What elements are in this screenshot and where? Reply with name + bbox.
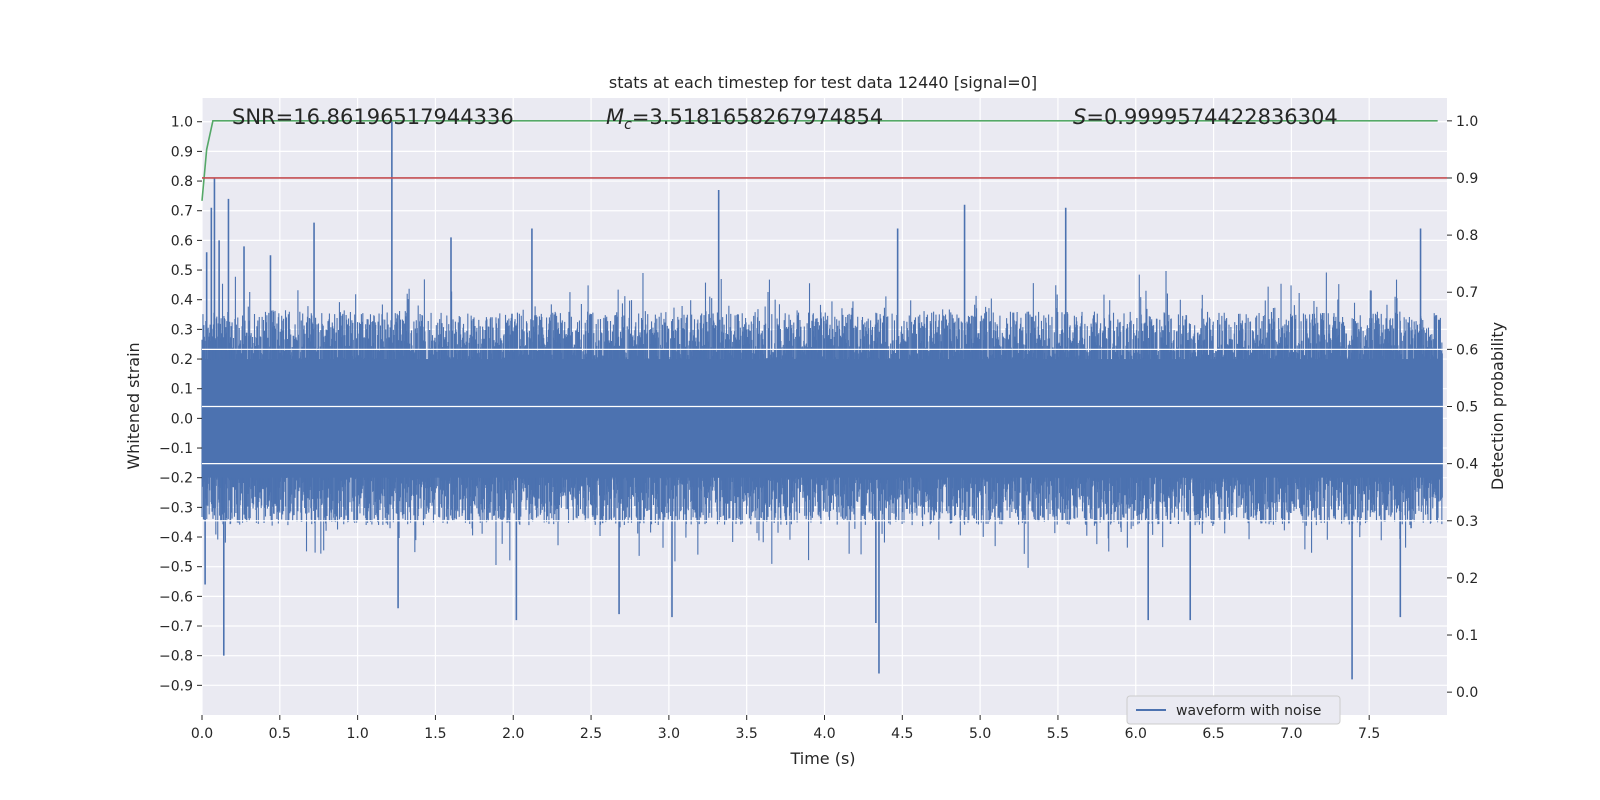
y-tick-label: −0.4: [159, 530, 193, 546]
x-tick-label: 1.0: [346, 726, 368, 742]
legend-label-waveform: waveform with noise: [1176, 703, 1321, 719]
y-tick-label: −0.7: [159, 619, 193, 635]
y-tick-label: 0.6: [171, 233, 193, 249]
y2-tick-label: 0.6: [1456, 342, 1478, 358]
y2-tick-label: 0.4: [1456, 457, 1478, 473]
y-tick-label: −0.8: [159, 649, 193, 665]
probability-line: [201, 120, 1438, 201]
y2-tick-label: 0.1: [1456, 628, 1478, 644]
y-tick-label: 0.4: [171, 293, 193, 309]
y-axis-label: Whitened strain: [124, 342, 143, 469]
y2-tick-label: 0.5: [1456, 400, 1478, 416]
x-tick-label: 3.5: [736, 726, 758, 742]
y2-tick-label: 0.7: [1456, 285, 1478, 301]
y-tick-label: −0.2: [159, 471, 193, 487]
x-tick-label: 6.5: [1202, 726, 1224, 742]
y-tick-label: 0.7: [171, 204, 193, 220]
y-tick-label: 0.2: [171, 352, 193, 368]
x-tick-label: 7.5: [1358, 726, 1380, 742]
x-tick-label: 5.5: [1047, 726, 1069, 742]
chirp-mass-annotation: Mc=3.5181658267974854: [606, 105, 883, 133]
chart-title: stats at each timestep for test data 124…: [609, 73, 1037, 92]
x-tick-label: 3.0: [658, 726, 680, 742]
significance-value: =0.9999574422836304: [1086, 105, 1337, 129]
x-tick-label: 0.0: [191, 726, 213, 742]
y2-tick-label: 0.2: [1456, 571, 1478, 587]
x-tick-label: 7.0: [1280, 726, 1302, 742]
y-tick-label: −0.1: [159, 441, 193, 457]
y2-tick-label: 0.3: [1456, 514, 1478, 530]
y-tick-label: 0.9: [171, 144, 193, 160]
chirp-mass-symbol: M: [606, 105, 624, 129]
y-tick-label: −0.6: [159, 589, 193, 605]
significance-symbol: S: [1073, 105, 1086, 129]
y-tick-label: −0.9: [159, 678, 193, 694]
x-tick-label: 6.0: [1125, 726, 1147, 742]
legend-box: [1126, 695, 1341, 725]
waveform-band: [202, 359, 1443, 478]
snr-annotation: SNR=16.86196517944336: [232, 105, 514, 129]
y-tick-label: 0.1: [171, 382, 193, 398]
x-tick-label: 0.5: [269, 726, 291, 742]
x-tick-label: 5.0: [969, 726, 991, 742]
y2-tick-label: 0.0: [1456, 685, 1478, 701]
x-axis-label: Time (s): [789, 749, 855, 768]
chirp-mass-subscript: c: [624, 117, 632, 133]
y-tick-label: 1.0: [171, 115, 193, 131]
y-tick-label: −0.3: [159, 500, 193, 516]
x-tick-label: 4.5: [891, 726, 913, 742]
significance-annotation: S=0.9999574422836304: [1073, 105, 1338, 129]
y2-tick-label: 0.9: [1456, 171, 1478, 187]
x-tick-label: 1.5: [424, 726, 446, 742]
y-tick-label: −0.5: [159, 560, 193, 576]
x-tick-label: 2.5: [580, 726, 602, 742]
y2-axis-label: Detection probability: [1488, 322, 1507, 490]
x-tick-label: 2.0: [502, 726, 524, 742]
y-tick-label: 0.3: [171, 322, 193, 338]
y-tick-label: 0.0: [171, 411, 193, 427]
axes: 0.0 0.5 1.0 1.5 2.0 2.5 3.0 3.5 4.0 4.5 5.0 5.5 6.0 6…: [159, 114, 1478, 742]
legend: waveform with noise: [1126, 695, 1341, 725]
waveform-series: [201, 121, 1447, 680]
y2-tick-label: 0.8: [1456, 228, 1478, 244]
chirp-mass-value: =3.5181658267974854: [632, 105, 883, 129]
probability-series: [201, 120, 1447, 201]
y-tick-label: 0.5: [171, 263, 193, 279]
x-tick-label: 4.0: [813, 726, 835, 742]
y2-tick-label: 1.0: [1456, 114, 1478, 130]
y-tick-label: 0.8: [171, 174, 193, 190]
